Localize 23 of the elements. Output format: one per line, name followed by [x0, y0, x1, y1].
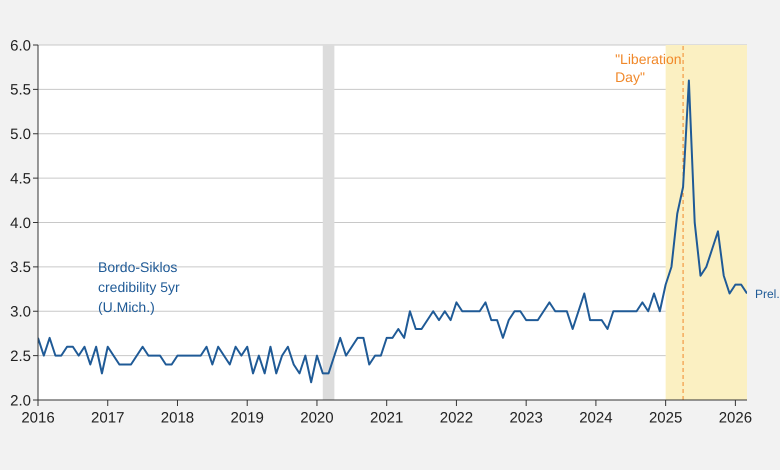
x-tick-label: 2017 [91, 410, 124, 427]
y-tick-label: 6.0 [10, 37, 31, 54]
x-tick-label: 2023 [509, 410, 543, 427]
y-tick-label: 3.0 [10, 304, 31, 321]
y-tick-label: 4.0 [10, 214, 31, 232]
x-tick-label: 2022 [440, 410, 474, 427]
y-tick-label: 3.5 [10, 259, 31, 276]
x-tick-label: 2020 [300, 410, 334, 427]
y-tick-label: 2.5 [10, 348, 31, 365]
text: Bordo-Siklos credibility 5yr (U.Mich.) [98, 258, 181, 317]
x-tick-label: 2016 [21, 410, 55, 427]
x-tick-label: 2021 [370, 410, 404, 427]
x-tick-label: 2024 [579, 410, 613, 427]
y-tick-label: 4.5 [10, 170, 31, 188]
x-tick-label: 2025 [648, 410, 682, 427]
annotation: Prel. [755, 286, 780, 301]
x-tick-label: 2018 [160, 410, 194, 427]
y-tick-label: 2.0 [10, 392, 31, 410]
ref-line-label: "Liberation Day" [615, 51, 682, 85]
x-tick-label: 2019 [230, 410, 264, 427]
y-tick-label: 5.0 [10, 126, 31, 144]
y-tick-label: 5.5 [10, 82, 31, 99]
x-tick-label: 2026 [718, 410, 752, 427]
